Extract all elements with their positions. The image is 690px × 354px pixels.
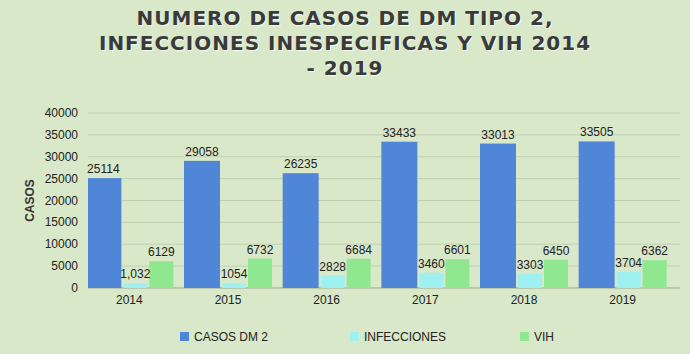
bar <box>184 161 220 288</box>
bar <box>123 283 147 288</box>
bar <box>222 283 246 288</box>
bar <box>579 141 615 288</box>
bar <box>321 276 345 288</box>
x-tick-label: 2017 <box>412 293 439 307</box>
data-labels: 25114 1,032 6129 29058 1054 6732 26235 2828 6684… <box>87 125 668 281</box>
bar <box>149 261 173 288</box>
data-label: 6601 <box>444 243 471 257</box>
legend-swatch <box>180 332 189 341</box>
legend-label: CASOS DM 2 <box>194 330 268 344</box>
data-label: 3303 <box>517 258 544 272</box>
data-label: 6732 <box>247 243 274 257</box>
data-label: 33505 <box>580 125 614 139</box>
bar <box>347 259 371 288</box>
data-label: 6450 <box>543 244 570 258</box>
bar <box>617 272 641 288</box>
bars <box>88 141 667 288</box>
y-tick-label: 40000 <box>45 106 79 120</box>
bar <box>518 274 542 288</box>
data-label: 25114 <box>87 162 120 176</box>
bar <box>480 144 516 288</box>
bar <box>283 173 319 288</box>
x-tick-label: 2015 <box>215 293 242 307</box>
bar <box>643 260 667 288</box>
x-tick-label: 2018 <box>511 293 538 307</box>
y-tick-label: 15000 <box>45 215 79 229</box>
data-label: 29058 <box>185 145 219 159</box>
y-tick-label: 0 <box>71 281 78 295</box>
legend-label: INFECCIONES <box>364 330 446 344</box>
data-label: 6362 <box>641 244 668 258</box>
bar <box>248 259 272 288</box>
title: NUMERO DE CASOS DE DM TIPO 2, INFECCIONE… <box>95 6 595 81</box>
data-label: 6129 <box>148 245 175 259</box>
bar <box>544 260 568 288</box>
data-label: 3704 <box>615 256 642 270</box>
y-axis-label: CASOS <box>23 179 37 222</box>
x-tick-label: 2014 <box>116 293 143 307</box>
bar <box>419 273 443 288</box>
chart: CASOS 0 5000 10000 15000 20000 25000 30000 35000… <box>0 0 690 354</box>
y-tick-label: 10000 <box>45 237 79 251</box>
data-label: 26235 <box>284 157 318 171</box>
data-label: 33433 <box>383 126 417 140</box>
y-tick-label: 20000 <box>45 194 79 208</box>
bar <box>445 259 469 288</box>
data-label: 1,032 <box>120 267 150 281</box>
bar <box>381 142 417 288</box>
y-tick-label: 5000 <box>51 259 78 273</box>
data-label: 3460 <box>418 257 445 271</box>
data-label: 33013 <box>481 128 515 142</box>
legend-swatch <box>520 332 529 341</box>
y-tick-label: 35000 <box>45 128 79 142</box>
grid-line <box>88 113 680 114</box>
data-label: 2828 <box>319 260 346 274</box>
bar <box>88 178 121 288</box>
y-tick-label: 25000 <box>45 172 79 186</box>
x-tick-label: 2016 <box>313 293 340 307</box>
y-tick-label: 30000 <box>45 150 79 164</box>
legend-label: VIH <box>534 330 554 344</box>
legend-swatch <box>350 332 359 341</box>
data-label: 6684 <box>345 243 372 257</box>
x-tick-label: 2019 <box>609 293 636 307</box>
data-label: 1054 <box>221 267 248 281</box>
